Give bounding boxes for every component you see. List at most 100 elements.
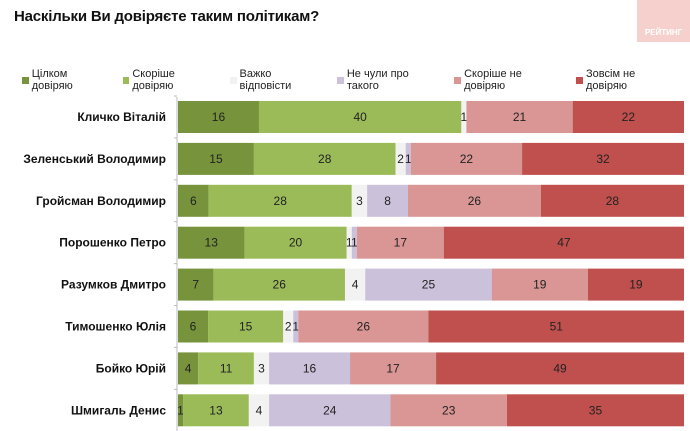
legend-label: Важко відповісти — [239, 68, 292, 92]
bar-segment — [506, 394, 684, 427]
data-label: 51 — [550, 320, 564, 334]
bar-segment — [244, 226, 347, 259]
bar-segment — [461, 101, 467, 133]
legend-swatch — [337, 76, 344, 84]
bar-segment — [298, 310, 429, 343]
bar-segment — [350, 352, 437, 385]
category-label: Гройсман Володимир — [36, 194, 166, 208]
bar-segment — [351, 226, 357, 259]
bar-segment — [540, 184, 684, 217]
data-label: 13 — [209, 403, 223, 417]
data-label: 23 — [442, 403, 456, 417]
bar-segment — [178, 394, 184, 427]
data-label: 1 — [461, 110, 468, 124]
legend-swatch — [576, 76, 584, 84]
data-label: 7 — [192, 278, 199, 292]
bar-segment — [293, 310, 299, 343]
data-label: 28 — [274, 194, 288, 208]
category-label: Зеленський Володимир — [23, 152, 166, 166]
bar-segment — [178, 352, 199, 385]
bar-segment — [178, 142, 254, 175]
data-label: 3 — [258, 361, 265, 375]
rating-logo: РЕЙТИНГ — [637, 0, 690, 42]
bar-segment — [198, 352, 254, 385]
data-label: 8 — [384, 194, 391, 208]
bar-segment — [178, 268, 214, 301]
bar-segment — [428, 310, 684, 343]
legend-swatch — [122, 76, 130, 84]
category-label: Бойко Юрій — [96, 361, 166, 375]
data-label: 26 — [357, 320, 371, 334]
data-label: 26 — [273, 278, 287, 292]
bar-segment — [395, 142, 406, 175]
bar-segment — [178, 226, 245, 259]
data-label: 17 — [386, 361, 400, 375]
data-label: 28 — [606, 194, 620, 208]
bar-segment — [213, 268, 345, 301]
legend-item: Скоріше не довіряю — [454, 68, 562, 92]
legend-label: Скоріше довіряю — [132, 68, 175, 92]
data-label: 1 — [346, 236, 353, 250]
bar-segment — [466, 101, 573, 133]
legend-label: Цілком довіряю — [31, 68, 73, 92]
bar-segment — [283, 310, 294, 343]
bar-segment — [258, 101, 462, 133]
data-label: 21 — [513, 110, 527, 124]
data-label: 1 — [177, 403, 184, 417]
data-label: 4 — [256, 403, 263, 417]
bar-segment — [183, 394, 249, 427]
bar-segment — [443, 226, 684, 259]
bar-segment — [367, 184, 408, 217]
data-label: 35 — [589, 403, 603, 417]
data-label: 16 — [212, 110, 226, 124]
data-label: 1 — [405, 152, 412, 166]
bar-segment — [346, 226, 352, 259]
bar-segment — [408, 184, 541, 217]
data-label: 28 — [318, 152, 332, 166]
bar-segment — [253, 352, 270, 385]
legend-item: Цілком довіряю — [22, 68, 109, 92]
bar-segment — [436, 352, 684, 385]
logo-text: РЕЙТИНГ — [644, 28, 683, 37]
legend-label: Не чули про такого — [346, 68, 409, 92]
bar-segment — [572, 101, 684, 133]
data-label: 49 — [553, 361, 567, 375]
bar-segment — [178, 184, 209, 217]
bar-segment — [522, 142, 684, 175]
data-label: 19 — [629, 278, 643, 292]
data-label: 32 — [596, 152, 610, 166]
bar-segment — [365, 268, 492, 301]
data-label: 1 — [351, 236, 358, 250]
legend-swatch — [22, 76, 29, 84]
category-label: Кличко Віталій — [77, 110, 166, 124]
legend-item: Скоріше довіряю — [122, 68, 216, 92]
category-label: Порошенко Петро — [59, 236, 166, 250]
legend-swatch — [454, 76, 462, 84]
bar-segment — [390, 394, 507, 427]
data-label: 4 — [185, 361, 192, 375]
data-label: 3 — [356, 194, 363, 208]
bar-segment — [587, 268, 684, 301]
bar-segment — [253, 142, 396, 175]
data-label: 15 — [209, 152, 223, 166]
bar-segment — [248, 394, 270, 427]
bar-segment — [405, 142, 411, 175]
legend-swatch — [229, 76, 237, 84]
data-label: 22 — [622, 110, 636, 124]
legend-item: Важко відповісти — [229, 68, 323, 92]
data-label: 6 — [190, 320, 197, 334]
data-label: 4 — [352, 278, 359, 292]
data-label: 2 — [285, 320, 292, 334]
bar-segment — [351, 184, 368, 217]
legend-item: Зовсім не довіряю — [576, 68, 676, 92]
bar-segment — [208, 310, 284, 343]
data-label: 2 — [397, 152, 404, 166]
chart-title: Наскільки Ви довіряєте таким політикам? — [14, 8, 320, 25]
data-label: 24 — [323, 403, 337, 417]
data-label: 26 — [468, 194, 482, 208]
data-label: 47 — [557, 236, 571, 250]
legend: Цілком довіряю Скоріше довіряю Важко відпо… — [22, 68, 690, 92]
data-label: 25 — [422, 278, 436, 292]
bar-segment — [410, 142, 523, 175]
